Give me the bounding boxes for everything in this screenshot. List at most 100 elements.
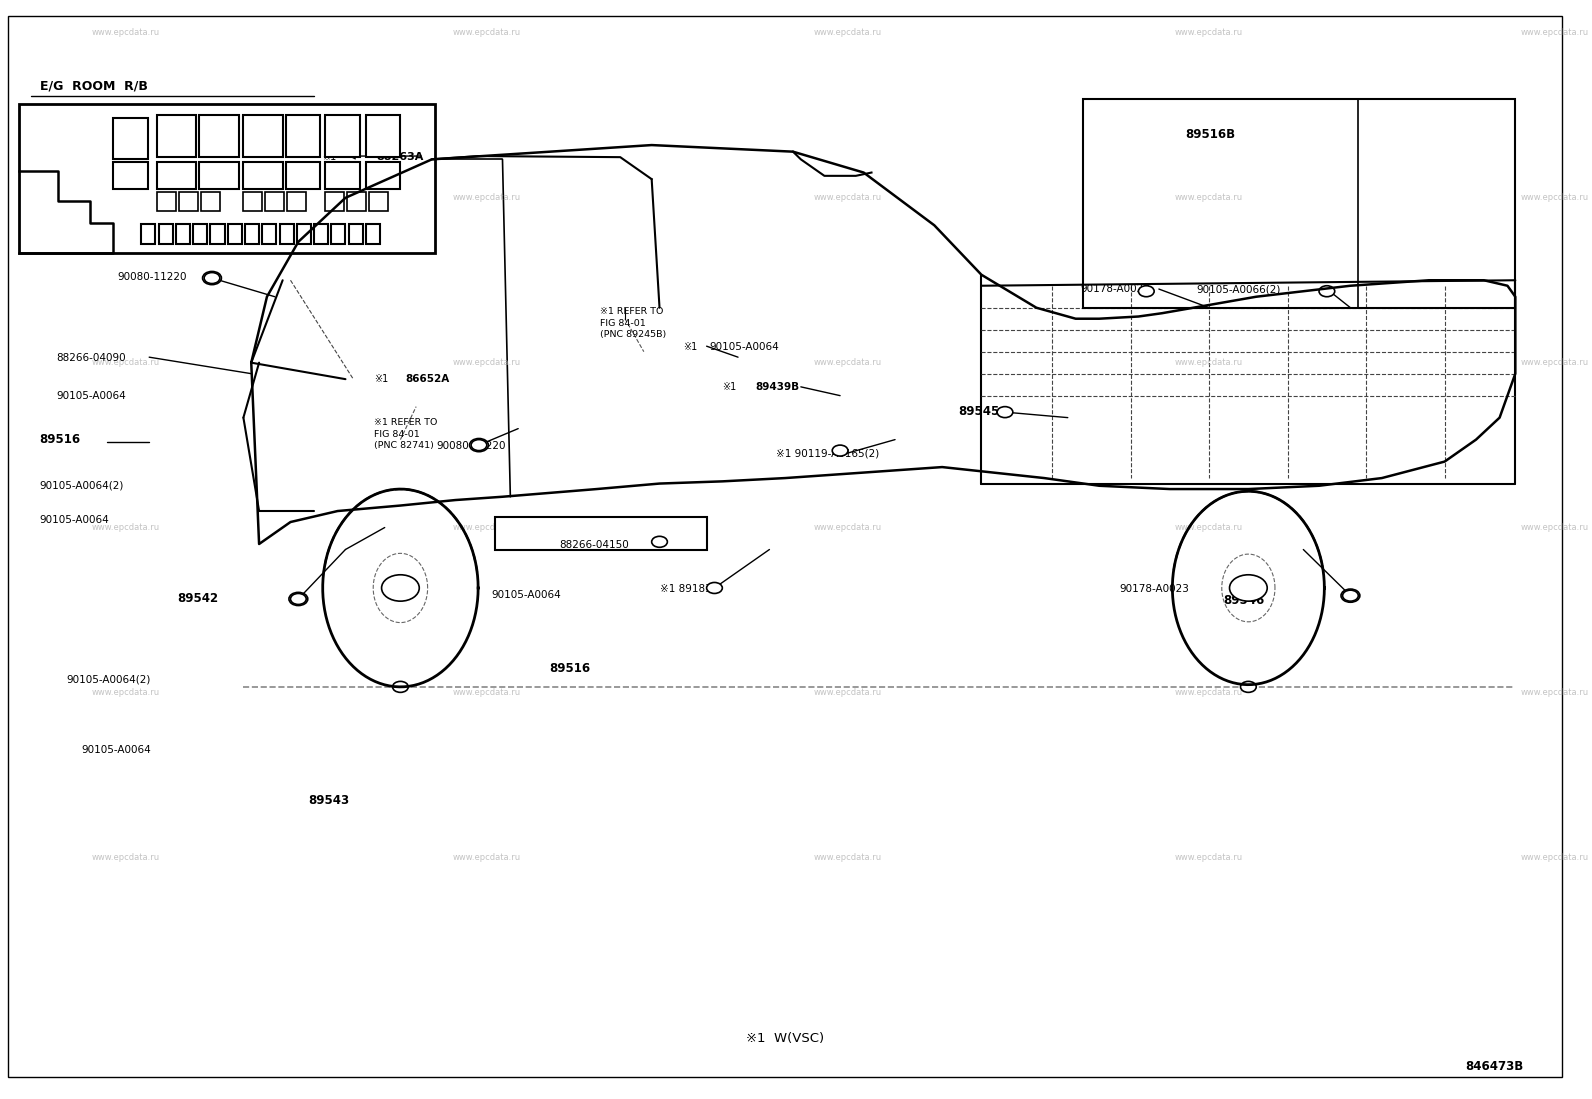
Text: www.epcdata.ru: www.epcdata.ru (452, 193, 521, 202)
Bar (296, 224, 310, 244)
Circle shape (393, 681, 408, 692)
Text: E/G  ROOM  R/B: E/G ROOM R/B (40, 79, 148, 92)
Text: ※1: ※1 (683, 342, 697, 353)
Circle shape (470, 439, 489, 452)
Circle shape (707, 582, 723, 593)
Text: 90178-A0023: 90178-A0023 (1081, 284, 1151, 295)
Circle shape (1138, 286, 1154, 297)
Text: 89516: 89516 (40, 433, 80, 446)
Text: 89516B: 89516B (1186, 127, 1235, 141)
Text: 89543: 89543 (307, 793, 349, 807)
Bar (263, 224, 277, 244)
Text: 89542: 89542 (177, 592, 218, 606)
Text: www.epcdata.ru: www.epcdata.ru (1175, 29, 1243, 37)
Text: www.epcdata.ru: www.epcdata.ru (1520, 358, 1589, 367)
Bar (142, 224, 156, 244)
Bar (244, 162, 283, 189)
Bar (325, 115, 360, 157)
Circle shape (1320, 286, 1334, 297)
Text: www.epcdata.ru: www.epcdata.ru (1175, 853, 1243, 862)
Text: 89546: 89546 (1223, 593, 1264, 607)
Text: 90105-A0066(2): 90105-A0066(2) (1197, 284, 1282, 295)
Bar (331, 224, 345, 244)
Text: www.epcdata.ru: www.epcdata.ru (1520, 853, 1589, 862)
Text: www.epcdata.ru: www.epcdata.ru (92, 358, 159, 367)
Text: 88266-04090: 88266-04090 (57, 353, 126, 364)
Bar (158, 162, 196, 189)
Text: ※1 89183A: ※1 89183A (659, 584, 718, 595)
Text: 90105-A0064(2): 90105-A0064(2) (65, 674, 150, 685)
Bar (113, 162, 148, 189)
Text: 88263A: 88263A (377, 152, 423, 163)
Bar (325, 162, 360, 189)
Text: 90105-A0064: 90105-A0064 (81, 744, 151, 755)
Text: 86652A: 86652A (404, 374, 449, 385)
Text: www.epcdata.ru: www.epcdata.ru (814, 523, 882, 532)
Text: www.epcdata.ru: www.epcdata.ru (92, 29, 159, 37)
Bar (280, 224, 293, 244)
Text: 89439B: 89439B (755, 381, 799, 392)
Bar (158, 115, 196, 157)
Bar (369, 192, 388, 211)
Bar (495, 517, 707, 550)
Text: ※1: ※1 (322, 152, 336, 163)
Bar (288, 192, 306, 211)
Bar (193, 224, 207, 244)
Bar (19, 104, 435, 253)
Text: www.epcdata.ru: www.epcdata.ru (92, 688, 159, 697)
Bar (366, 162, 401, 189)
Bar (228, 224, 242, 244)
Text: 90080-11220: 90080-11220 (436, 441, 506, 452)
Text: 90080-11220: 90080-11220 (118, 271, 188, 282)
Circle shape (1342, 590, 1358, 601)
Text: 90105-A0064: 90105-A0064 (57, 390, 126, 401)
Bar (113, 118, 148, 159)
Text: ※1 REFER TO
FIG 84-01
(PNC 89245B): ※1 REFER TO FIG 84-01 (PNC 89245B) (600, 307, 665, 340)
Bar (199, 162, 239, 189)
Bar (366, 115, 401, 157)
Bar (287, 162, 320, 189)
Text: ※1: ※1 (723, 381, 737, 392)
Text: www.epcdata.ru: www.epcdata.ru (1175, 193, 1243, 202)
Text: www.epcdata.ru: www.epcdata.ru (452, 853, 521, 862)
Circle shape (204, 273, 220, 284)
Bar (314, 224, 328, 244)
Bar (244, 115, 283, 157)
Text: ※1  W(VSC): ※1 W(VSC) (747, 1032, 825, 1045)
Bar (175, 224, 189, 244)
Bar (1084, 99, 1516, 308)
Text: ※1 90119-A0165(2): ※1 90119-A0165(2) (775, 448, 879, 459)
Text: www.epcdata.ru: www.epcdata.ru (1175, 688, 1243, 697)
Text: 89545: 89545 (958, 404, 1000, 418)
Circle shape (833, 445, 849, 456)
Text: www.epcdata.ru: www.epcdata.ru (814, 193, 882, 202)
Text: 88266-04150: 88266-04150 (559, 540, 629, 551)
Text: 90178-A0023: 90178-A0023 (1119, 584, 1189, 595)
Bar (366, 224, 380, 244)
Bar (325, 192, 344, 211)
Text: 90105-A0064: 90105-A0064 (492, 589, 562, 600)
Text: www.epcdata.ru: www.epcdata.ru (1520, 523, 1589, 532)
Circle shape (202, 271, 221, 285)
Circle shape (997, 407, 1013, 418)
Bar (287, 115, 320, 157)
Text: www.epcdata.ru: www.epcdata.ru (1520, 193, 1589, 202)
Circle shape (1340, 589, 1360, 602)
Text: ※1 REFER TO
FIG 84-01
(PNC 82741): ※1 REFER TO FIG 84-01 (PNC 82741) (374, 418, 438, 451)
Text: www.epcdata.ru: www.epcdata.ru (1175, 358, 1243, 367)
Text: 90105-A0064(2): 90105-A0064(2) (40, 480, 124, 491)
Bar (178, 192, 197, 211)
Circle shape (1240, 681, 1256, 692)
Text: www.epcdata.ru: www.epcdata.ru (1520, 29, 1589, 37)
Circle shape (288, 592, 307, 606)
Text: 89516: 89516 (549, 662, 591, 675)
Text: www.epcdata.ru: www.epcdata.ru (1520, 688, 1589, 697)
Text: 846473B: 846473B (1465, 1059, 1524, 1073)
Bar (210, 224, 224, 244)
Text: www.epcdata.ru: www.epcdata.ru (92, 193, 159, 202)
Bar (199, 115, 239, 157)
Bar (159, 224, 172, 244)
Text: www.epcdata.ru: www.epcdata.ru (92, 853, 159, 862)
Bar (244, 192, 263, 211)
Circle shape (290, 593, 306, 604)
